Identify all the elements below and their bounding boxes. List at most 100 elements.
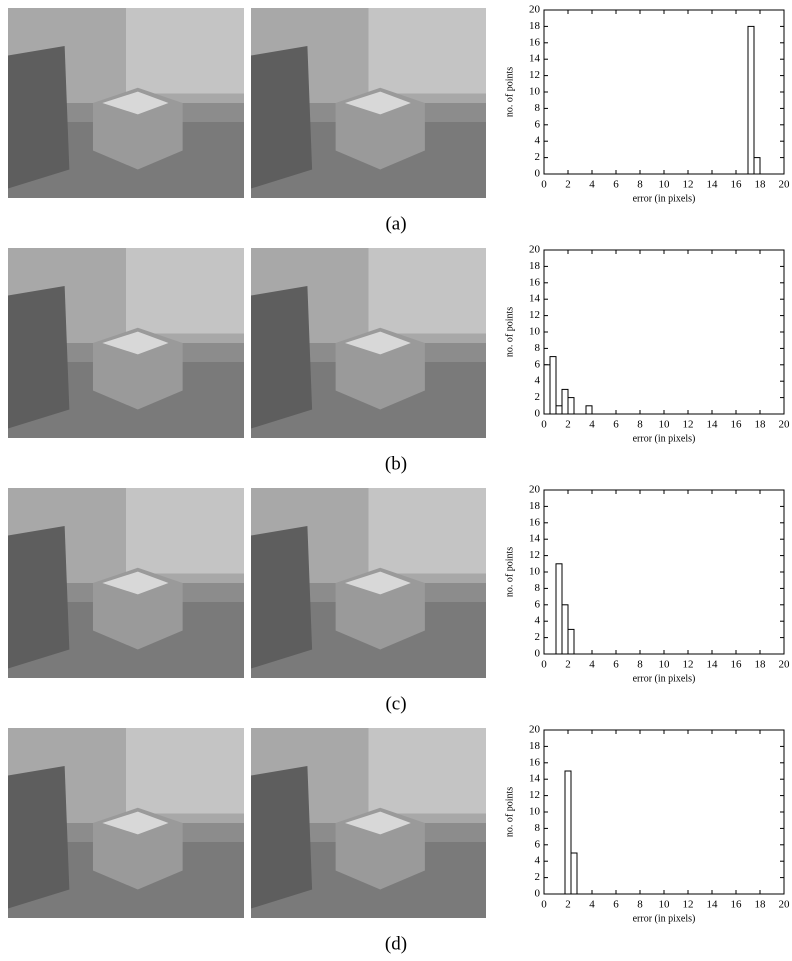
panel [8, 526, 70, 669]
photo [8, 488, 244, 678]
bar [555, 563, 563, 655]
y-tick-label: 12 [529, 309, 540, 321]
photo [8, 248, 244, 438]
x-tick-label: 2 [565, 899, 571, 911]
panel [251, 286, 313, 429]
y-tick-label: 18 [529, 260, 541, 272]
panel [8, 46, 70, 189]
y-tick-label: 8 [535, 102, 541, 114]
y-tick-label: 14 [529, 53, 541, 65]
photo [251, 488, 486, 678]
y-tick-label: 0 [535, 888, 541, 900]
caption: (c) [385, 693, 406, 714]
box [335, 807, 425, 890]
y-tick-label: 6 [535, 358, 541, 370]
caption: (b) [385, 453, 407, 474]
y-tick-label: 6 [535, 838, 541, 850]
x-axis-label: error (in pixels) [633, 673, 696, 684]
bar [564, 770, 572, 895]
x-tick-label: 4 [589, 899, 595, 911]
x-tick-label: 14 [707, 659, 719, 671]
x-tick-label: 0 [541, 179, 547, 191]
box-top [102, 91, 169, 115]
box-top [345, 91, 411, 115]
box-top [102, 811, 169, 835]
x-tick-label: 4 [589, 419, 595, 431]
y-tick-label: 2 [535, 391, 541, 403]
box [92, 87, 183, 170]
bar [543, 364, 551, 415]
wall-light [126, 8, 244, 94]
x-tick-label: 16 [731, 179, 743, 191]
box-top [102, 571, 169, 595]
plot-frame [543, 729, 785, 895]
box-top [345, 811, 411, 835]
x-tick-label: 4 [589, 179, 595, 191]
x-tick-label: 20 [779, 659, 791, 671]
x-tick-label: 10 [659, 179, 671, 191]
bar [549, 356, 557, 415]
bar [570, 852, 578, 895]
y-tick-label: 20 [529, 724, 541, 736]
caption: (d) [385, 933, 407, 954]
x-tick-label: 2 [565, 659, 571, 671]
y-tick-label: 18 [529, 20, 541, 32]
y-tick-label: 2 [535, 151, 541, 163]
x-tick-label: 20 [779, 179, 791, 191]
y-tick-label: 10 [529, 806, 541, 818]
y-tick-label: 6 [535, 598, 541, 610]
wall-light [368, 8, 486, 94]
box [335, 327, 425, 410]
bar [567, 628, 575, 655]
x-tick-label: 4 [589, 659, 595, 671]
y-tick-label: 4 [535, 375, 541, 387]
y-tick-label: 16 [529, 756, 541, 768]
x-tick-label: 18 [755, 899, 767, 911]
x-axis-label: error (in pixels) [633, 193, 696, 204]
x-tick-label: 16 [731, 899, 743, 911]
bar [561, 388, 569, 415]
y-axis-label: no. of points [504, 67, 515, 117]
photo [251, 8, 486, 198]
bar [753, 157, 761, 175]
photo [8, 8, 244, 198]
panel [251, 526, 313, 669]
y-tick-label: 12 [529, 69, 540, 81]
plot-frame [543, 9, 785, 175]
y-tick-label: 16 [529, 516, 541, 528]
x-tick-label: 10 [659, 899, 671, 911]
wall-light [368, 728, 486, 814]
x-tick-label: 16 [731, 659, 743, 671]
y-tick-label: 0 [535, 408, 541, 420]
y-tick-label: 14 [529, 533, 541, 545]
y-tick-label: 10 [529, 86, 541, 98]
wall-light [368, 488, 486, 574]
panel [8, 286, 70, 429]
x-tick-label: 20 [779, 899, 791, 911]
y-axis-label: no. of points [504, 547, 515, 597]
photo [8, 728, 244, 918]
wall-light [126, 248, 244, 334]
y-tick-label: 8 [535, 342, 541, 354]
y-tick-label: 2 [535, 871, 541, 883]
y-tick-label: 20 [529, 484, 541, 496]
y-tick-label: 16 [529, 276, 541, 288]
x-tick-label: 6 [613, 899, 619, 911]
x-tick-label: 10 [659, 659, 671, 671]
box [335, 567, 425, 650]
y-tick-label: 4 [535, 135, 541, 147]
x-tick-label: 2 [565, 419, 571, 431]
wall-light [126, 488, 244, 574]
y-tick-label: 8 [535, 582, 541, 594]
y-tick-label: 20 [529, 244, 541, 256]
y-tick-label: 18 [529, 740, 541, 752]
x-tick-label: 14 [707, 899, 719, 911]
x-tick-label: 6 [613, 659, 619, 671]
x-tick-label: 14 [707, 419, 719, 431]
y-axis-label: no. of points [504, 307, 515, 357]
x-tick-label: 6 [613, 179, 619, 191]
x-tick-label: 8 [637, 899, 643, 911]
photo [251, 728, 486, 918]
y-tick-label: 4 [535, 855, 541, 867]
y-tick-label: 0 [535, 648, 541, 660]
